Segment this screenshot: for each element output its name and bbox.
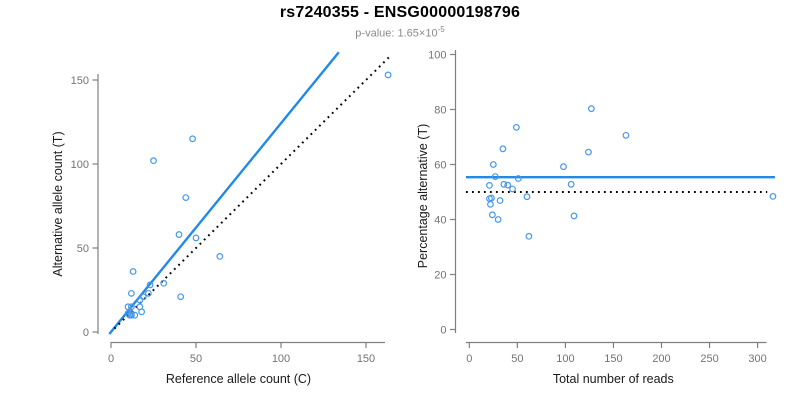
- data-point: [129, 268, 137, 275]
- y-tick-label: 150: [71, 75, 89, 87]
- data-point: [514, 175, 522, 182]
- data-point: [175, 231, 183, 238]
- y-axis-title: Percentage alternative (T): [416, 124, 430, 269]
- x-tick-label: 0: [108, 353, 114, 365]
- data-point: [570, 212, 578, 220]
- data-point: [504, 181, 512, 189]
- data-point: [491, 173, 499, 181]
- y-tick-label: 0: [83, 327, 89, 339]
- data-point: [509, 185, 516, 193]
- data-point: [146, 281, 154, 289]
- y-tick-label: 20: [434, 269, 446, 281]
- data-point: [384, 71, 392, 79]
- data-point: [622, 131, 630, 139]
- data-point: [189, 135, 197, 143]
- data-point: [585, 148, 592, 156]
- data-point: [192, 234, 200, 242]
- data-point: [138, 308, 146, 316]
- x-axis-title: Reference allele count (C): [166, 372, 311, 386]
- p-value-text: p-value: 1.65×10: [355, 27, 438, 40]
- y-tick-label: 100: [71, 159, 89, 171]
- data-point: [486, 181, 493, 189]
- y-tick-label: 80: [434, 104, 446, 116]
- p-value-subtitle: p-value: 1.65×10-5: [0, 25, 800, 40]
- x-tick-label: 150: [604, 353, 622, 365]
- data-point: [500, 180, 508, 188]
- y-tick-label: 0: [440, 324, 446, 336]
- data-point: [150, 157, 157, 165]
- y-tick-label: 40: [434, 214, 446, 226]
- y-tick-label: 100: [428, 49, 446, 61]
- data-point: [587, 105, 595, 113]
- x-tick-label: 50: [511, 353, 523, 365]
- data-point: [127, 303, 135, 311]
- x-tick-label: 100: [272, 353, 290, 365]
- y-axis-title: Alternative allele count (T): [51, 131, 65, 276]
- data-point: [523, 193, 531, 201]
- data-point: [525, 232, 533, 240]
- figure-title: rs7240355 - ENSG00000198796: [279, 4, 521, 21]
- data-point: [124, 303, 132, 311]
- y-tick-label: 50: [77, 243, 89, 255]
- data-point: [567, 180, 575, 188]
- data-point: [144, 289, 152, 297]
- data-point: [182, 194, 190, 202]
- p-value-exponent: -5: [437, 25, 445, 34]
- data-point: [494, 216, 502, 223]
- data-point: [136, 296, 144, 304]
- identity-line: [113, 56, 390, 330]
- data-point: [512, 123, 520, 131]
- x-tick-label: 100: [556, 353, 574, 365]
- data-point: [488, 211, 496, 219]
- x-tick-label: 0: [466, 353, 472, 365]
- x-tick-label: 250: [700, 353, 718, 365]
- y-tick-label: 60: [434, 159, 446, 171]
- data-point: [489, 161, 497, 168]
- data-point: [160, 279, 168, 287]
- data-point: [127, 311, 135, 319]
- data-point: [769, 192, 777, 200]
- x-tick-label: 50: [190, 353, 202, 365]
- x-tick-label: 150: [357, 353, 375, 365]
- data-point: [487, 200, 494, 208]
- data-point: [496, 197, 504, 204]
- data-point: [216, 252, 224, 260]
- x-tick-label: 200: [652, 353, 670, 365]
- data-point: [177, 293, 185, 301]
- allele-count-scatter-plot: 0 50 100 150 0 50 100 150 Reference allele count…: [51, 51, 392, 386]
- data-point: [124, 310, 132, 317]
- data-point: [139, 293, 147, 301]
- data-point: [560, 163, 567, 171]
- data-point: [127, 289, 135, 297]
- regression-line: [108, 51, 340, 335]
- percentage-alternative-scatter-plot: 0 50 100 150 200 250 300 0 20 40 60 80 100 Total numb…: [416, 49, 777, 386]
- data-point: [499, 145, 507, 153]
- x-tick-label: 300: [748, 353, 766, 365]
- x-axis-title: Total number of reads: [553, 372, 674, 386]
- data-point: [131, 311, 139, 319]
